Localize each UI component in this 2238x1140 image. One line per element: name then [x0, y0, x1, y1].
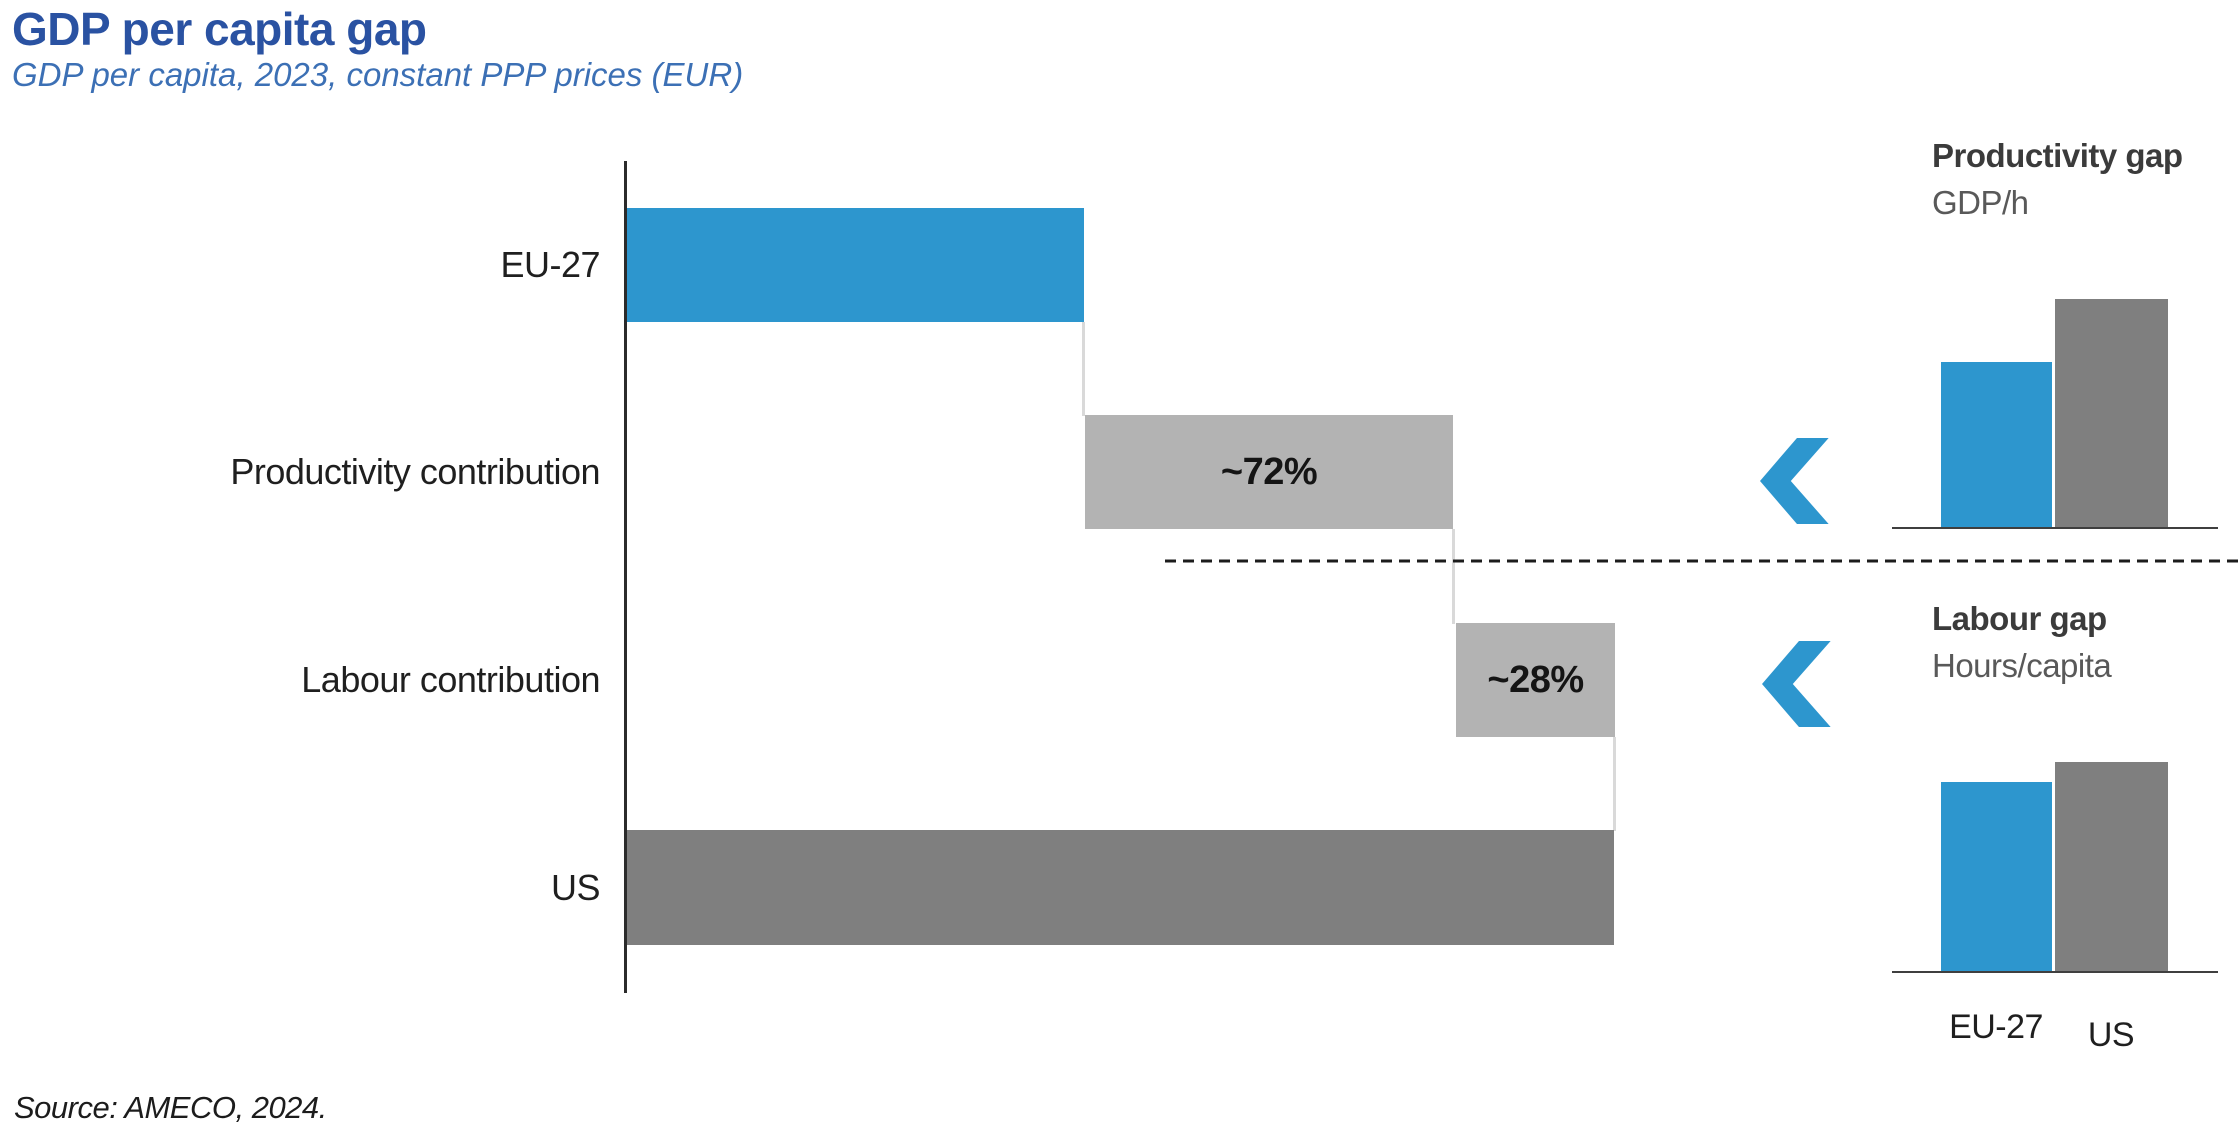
chevron-left-icon: [1762, 641, 1831, 727]
mini-chart-productivity-bar-eu27: [1941, 362, 2052, 527]
bar-value-label-labour: ~28%: [1487, 658, 1584, 701]
page-title: GDP per capita gap: [12, 3, 427, 55]
connector-line-1: [1082, 322, 1085, 416]
panel-subtitle-hours-per-capita: Hours/capita: [1932, 647, 2112, 684]
panel-subtitle-gdp-per-hour: GDP/h: [1932, 184, 2029, 221]
dashed-divider-line: [1165, 559, 2238, 563]
mini-chart-x-label-eu27: EU-27: [1949, 1008, 2043, 1046]
mini-chart-x-label-us: US: [2087, 1016, 2135, 1054]
mini-chart-labour-bar-eu27: [1941, 782, 2052, 971]
row-label-eu27: EU-27: [500, 244, 600, 285]
mini-chart-productivity-baseline: [1892, 527, 2218, 529]
source-note: Source: AMECO, 2024.: [14, 1090, 327, 1125]
mini-chart-labour-baseline: [1892, 971, 2218, 973]
row-label-us: US: [550, 867, 601, 908]
panel-title-productivity-gap: Productivity gap: [1932, 137, 2183, 174]
chevron-left-icon: [1760, 438, 1829, 524]
bar-labour-contribution: ~28%: [1456, 623, 1615, 737]
connector-line-3: [1613, 737, 1616, 831]
row-label-labour-contribution: Labour contribution: [301, 659, 600, 700]
bar-productivity-contribution: ~72%: [1085, 415, 1453, 529]
mini-chart-productivity-bar-us: [2055, 299, 2168, 527]
connector-line-2: [1452, 529, 1455, 624]
row-label-productivity-contribution: Productivity contribution: [230, 451, 600, 492]
y-axis-line: [624, 161, 627, 993]
page-subtitle: GDP per capita, 2023, constant PPP price…: [12, 56, 744, 93]
bar-eu27: [627, 208, 1084, 322]
bar-us: [627, 830, 1614, 945]
bar-value-label-productivity: ~72%: [1220, 450, 1318, 493]
panel-title-labour-gap: Labour gap: [1932, 600, 2107, 637]
mini-chart-labour-bar-us: [2055, 762, 2168, 971]
